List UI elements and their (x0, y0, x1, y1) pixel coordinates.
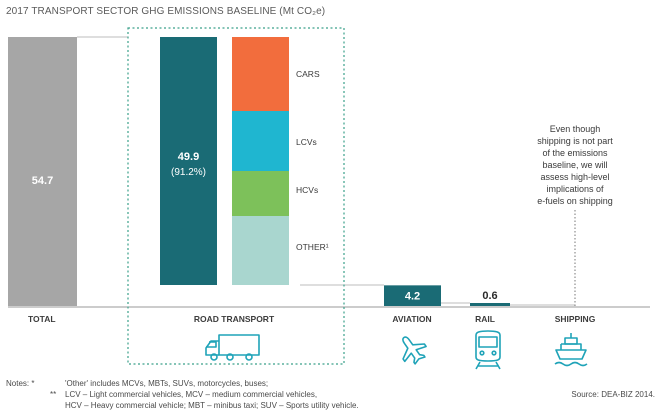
segment-lcvs (232, 111, 289, 171)
bar-aviation-label: 4.2 (405, 291, 420, 303)
train-icon (475, 330, 501, 370)
callout-line: Even though (550, 124, 601, 134)
source-text: Source: DEA-BIZ 2014. (571, 390, 655, 399)
category-label-aviation: AVIATION (392, 314, 431, 324)
segment-hcvs (232, 171, 289, 216)
segment-other (232, 216, 289, 285)
category-label-shipping: SHIPPING (555, 314, 596, 324)
segment-cars (232, 37, 289, 111)
segment-cars-label: CARS (296, 69, 320, 79)
callout-line: of the emissions (542, 148, 608, 158)
callout-line: assess high-level (540, 172, 609, 182)
bar-aviation (384, 285, 441, 306)
segment-hcvs-label: HCVs (296, 185, 318, 195)
segment-lcvs-label: LCVs (296, 137, 317, 147)
category-label-road: ROAD TRANSPORT (194, 314, 275, 324)
truck-icon (205, 334, 260, 361)
bar-road-share-label: (91.2%) (171, 167, 206, 178)
bar-road-label: 49.9 (178, 151, 199, 163)
callout-line: baseline, we will (542, 160, 607, 170)
callout-line: implications of (546, 184, 604, 194)
callout-line: e-fuels on shipping (537, 196, 613, 206)
category-label-rail: RAIL (475, 314, 495, 324)
bar-total (8, 37, 77, 306)
bar-rail-label: 0.6 (482, 290, 497, 302)
shipping-callout: Even though shipping is not part of the … (537, 124, 613, 206)
notes-line-3: HCV – Heavy commercial vehicle; MBT – mi… (65, 401, 359, 410)
airplane-icon (402, 336, 427, 365)
notes-marker-2: ** (50, 390, 56, 399)
chart-title: 2017 TRANSPORT SECTOR GHG EMISSIONS BASE… (6, 6, 325, 17)
bar-road-transport (160, 37, 217, 285)
callout-line: shipping is not part (537, 136, 613, 146)
notes-line-1: 'Other' includes MCVs, MBTs, SUVs, motor… (65, 379, 268, 388)
notes-line-2: LCV – Light commercial vehicles, MCV – m… (65, 390, 317, 399)
bar-rail (470, 303, 510, 306)
segment-other-label: OTHER¹ (296, 242, 329, 252)
notes-marker-1: Notes: * (6, 379, 34, 388)
road-transport-box (127, 27, 345, 365)
bar-total-label: 54.7 (32, 175, 53, 187)
category-label-total: TOTAL (28, 314, 56, 324)
ship-icon (554, 333, 588, 367)
